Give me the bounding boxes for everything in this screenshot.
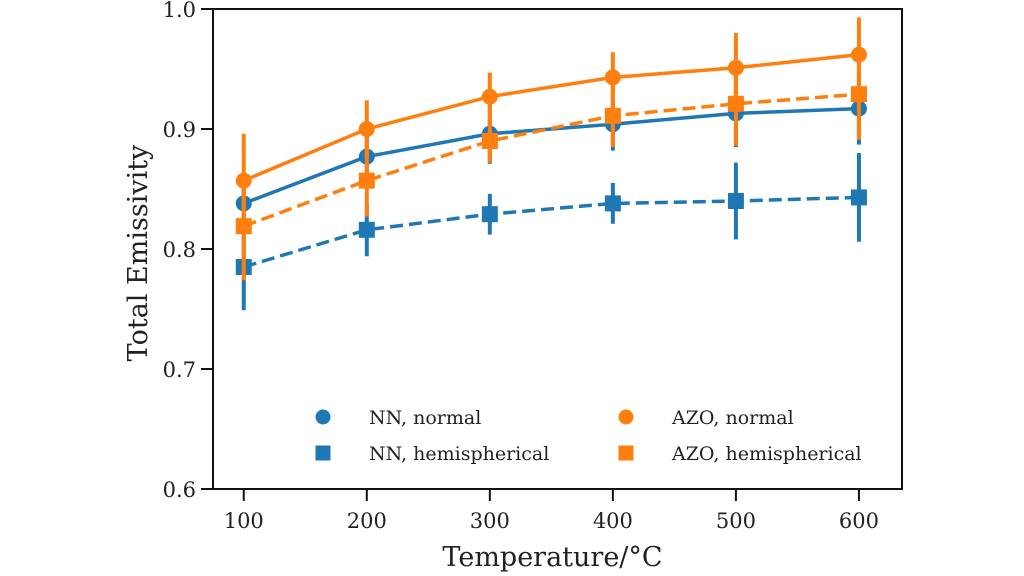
- legend-label: AZO, hemispherical: [671, 443, 862, 465]
- legend-label: NN, hemispherical: [369, 443, 549, 465]
- series-nn-hemispherical: [235, 153, 867, 311]
- data-point: [604, 195, 621, 212]
- data-point: [358, 221, 375, 238]
- legend-label: AZO, normal: [671, 407, 794, 429]
- series-line: [243, 92, 860, 228]
- data-point: [481, 206, 498, 223]
- y-axis: 0.6 0.7 0.8 0.9 1.0: [163, 0, 213, 502]
- y-tick-label: 0.8: [163, 238, 196, 262]
- data-point: [481, 88, 498, 105]
- x-tick-label: 200: [347, 509, 387, 533]
- y-axis-title: Total Emissivity: [123, 144, 154, 361]
- x-tick-label: 300: [470, 509, 510, 533]
- data-point: [727, 95, 744, 112]
- y-tick-label: 0.7: [163, 358, 196, 382]
- x-tick-label: 600: [839, 509, 879, 533]
- series-line: [243, 106, 860, 206]
- y-tick-label: 0.6: [163, 478, 196, 502]
- data-point: [481, 133, 498, 149]
- legend: NN, normal NN, hemispherical AZO, normal AZ…: [315, 407, 862, 465]
- x-tick-label: 100: [224, 509, 264, 533]
- legend-item: NN, normal: [315, 407, 481, 429]
- y-tick-label: 0.9: [163, 118, 196, 142]
- series-line: [243, 195, 859, 269]
- legend-item: NN, hemispherical: [315, 443, 549, 465]
- data-point: [604, 69, 621, 86]
- data-point: [850, 189, 867, 206]
- x-axis-title: Temperature/°C: [442, 542, 662, 573]
- series-line: [243, 52, 860, 183]
- series-azo-normal: [235, 17, 867, 228]
- data-point: [358, 172, 375, 189]
- series-layer: [235, 17, 867, 311]
- legend-circle-marker-icon: [315, 409, 331, 425]
- data-point: [850, 86, 867, 103]
- legend-circle-marker-icon: [618, 409, 634, 425]
- x-tick-label: 400: [593, 509, 633, 533]
- data-point: [235, 218, 252, 235]
- legend-item: AZO, hemispherical: [618, 443, 862, 465]
- y-tick-label: 1.0: [163, 0, 196, 22]
- data-point: [604, 107, 621, 124]
- series-azo-hemispherical: [235, 48, 867, 281]
- legend-square-marker-icon: [618, 445, 634, 461]
- x-axis: 100 200 300 400 500 600: [224, 489, 879, 533]
- data-point: [727, 193, 744, 209]
- x-tick-label: 500: [716, 509, 756, 533]
- legend-item: AZO, normal: [618, 407, 794, 429]
- legend-label: NN, normal: [369, 407, 481, 429]
- legend-square-marker-icon: [315, 445, 331, 461]
- data-point: [358, 121, 375, 137]
